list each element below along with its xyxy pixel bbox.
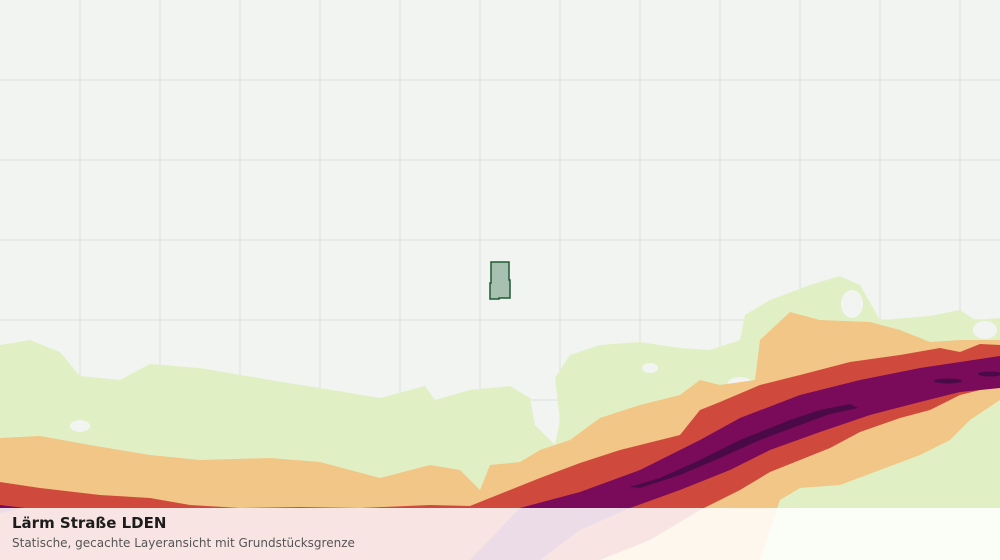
noise-zone-high: [0, 344, 1000, 560]
panel-subtitle: Statische, gecachte Layeransicht mit Gru…: [12, 536, 355, 550]
info-panel: Lärm Straße LDEN Statische, gecachte Lay…: [0, 508, 1000, 560]
noise-zone-medium: [0, 312, 1000, 560]
panel-title: Lärm Straße LDEN: [12, 514, 167, 532]
noise-zone-extreme: [934, 378, 962, 384]
parcel-boundary[interactable]: [489, 261, 511, 300]
noise-zone-extreme: [978, 371, 1000, 377]
noise-zone-very-high: [0, 356, 1000, 560]
noise-zone-extreme: [630, 404, 858, 488]
